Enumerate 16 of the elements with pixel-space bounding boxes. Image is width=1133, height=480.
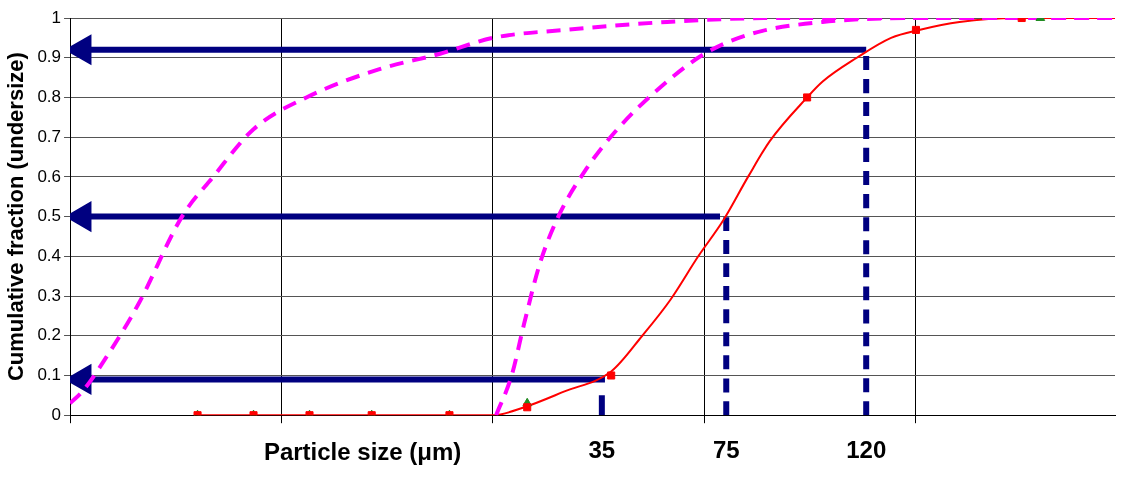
y-tick-label: 0: [51, 404, 62, 424]
y-axis-title: Cumulative fraction (undersize): [3, 52, 29, 382]
y-tick-label: 0.5: [37, 206, 62, 226]
y-tick-label: 0.9: [37, 47, 62, 67]
y-tick-label: 0.2: [37, 325, 62, 345]
y-tick-label: 0.8: [37, 87, 62, 107]
y-tick-label: 0.7: [37, 126, 62, 146]
y-tick-label: 0.6: [37, 166, 62, 186]
x-axis-title: Particle size (μm): [263, 437, 462, 465]
x-tick-label: 120: [846, 436, 887, 464]
y-tick-label: 0.4: [37, 246, 62, 266]
y-tick-label: 1: [51, 7, 62, 27]
y-tick-label: 0.1: [37, 365, 62, 385]
x-tick-label: 35: [588, 436, 616, 464]
x-tick-label: 75: [712, 436, 740, 464]
y-tick-label: 0.3: [37, 285, 62, 305]
